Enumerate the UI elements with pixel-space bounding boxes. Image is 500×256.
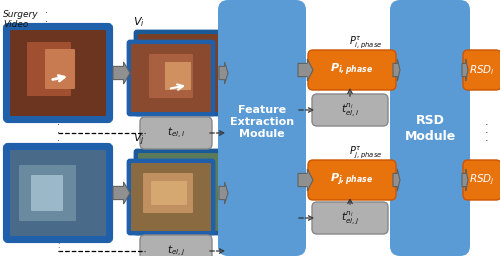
Text: $t^{n_i}_{el,i}$: $t^{n_i}_{el,i}$ <box>341 101 359 119</box>
Text: ·: · <box>56 240 59 250</box>
FancyBboxPatch shape <box>218 0 306 256</box>
FancyBboxPatch shape <box>31 175 63 211</box>
Text: Module: Module <box>239 129 285 139</box>
FancyBboxPatch shape <box>143 173 193 213</box>
Text: $t_{el,j}$: $t_{el,j}$ <box>167 244 185 256</box>
Text: ·: · <box>485 136 489 146</box>
Text: ·: · <box>485 128 489 138</box>
Text: Surgery: Surgery <box>3 10 38 19</box>
FancyBboxPatch shape <box>131 44 211 112</box>
Polygon shape <box>113 62 130 84</box>
Text: ·: · <box>56 136 59 146</box>
FancyBboxPatch shape <box>312 202 388 234</box>
Text: $t_{el,i}$: $t_{el,i}$ <box>167 125 185 141</box>
Polygon shape <box>219 182 228 204</box>
FancyBboxPatch shape <box>135 150 221 234</box>
FancyBboxPatch shape <box>27 42 71 96</box>
Text: $RSD_i$: $RSD_i$ <box>469 63 495 77</box>
FancyBboxPatch shape <box>463 50 500 90</box>
Polygon shape <box>298 169 313 191</box>
FancyBboxPatch shape <box>128 160 214 234</box>
Text: ·: · <box>44 8 48 18</box>
Text: ·: · <box>44 17 48 27</box>
Polygon shape <box>393 169 400 191</box>
FancyBboxPatch shape <box>308 160 396 200</box>
Text: ·: · <box>56 244 59 253</box>
Text: Module: Module <box>404 130 456 143</box>
Text: $t^{n_i}_{el,j}$: $t^{n_i}_{el,j}$ <box>341 209 359 227</box>
Text: ·: · <box>56 128 59 138</box>
Polygon shape <box>462 169 468 191</box>
FancyBboxPatch shape <box>308 50 396 90</box>
FancyBboxPatch shape <box>151 181 187 205</box>
Text: Video: Video <box>3 20 29 29</box>
FancyBboxPatch shape <box>140 235 212 256</box>
FancyBboxPatch shape <box>312 94 388 126</box>
FancyBboxPatch shape <box>149 54 193 98</box>
Polygon shape <box>393 59 400 81</box>
Text: RSD: RSD <box>416 113 444 126</box>
Text: $RSD_j$: $RSD_j$ <box>469 173 495 187</box>
Polygon shape <box>113 182 130 204</box>
Polygon shape <box>298 59 313 81</box>
FancyBboxPatch shape <box>165 62 191 90</box>
FancyBboxPatch shape <box>10 30 106 116</box>
FancyBboxPatch shape <box>135 31 221 115</box>
Text: $V_i$: $V_i$ <box>133 15 144 29</box>
Text: ·: · <box>56 120 59 130</box>
FancyBboxPatch shape <box>463 160 500 200</box>
FancyBboxPatch shape <box>138 153 218 231</box>
Text: ·: · <box>56 249 59 256</box>
Text: $\bfit{P}_{j,phase}$: $\bfit{P}_{j,phase}$ <box>330 172 374 188</box>
FancyBboxPatch shape <box>390 0 470 256</box>
Text: $\bfit{P}_{i,phase}$: $\bfit{P}_{i,phase}$ <box>330 62 374 78</box>
FancyBboxPatch shape <box>10 150 106 236</box>
Polygon shape <box>462 59 468 81</box>
FancyBboxPatch shape <box>5 145 111 241</box>
Text: $P^{\tau}_{i,phase}$: $P^{\tau}_{i,phase}$ <box>349 34 383 50</box>
Text: Feature: Feature <box>238 105 286 115</box>
FancyBboxPatch shape <box>131 163 211 231</box>
Polygon shape <box>219 62 228 84</box>
FancyBboxPatch shape <box>5 25 111 121</box>
Text: $V_j$: $V_j$ <box>133 132 145 148</box>
FancyBboxPatch shape <box>138 34 218 112</box>
FancyBboxPatch shape <box>140 117 212 149</box>
FancyBboxPatch shape <box>45 49 75 89</box>
FancyBboxPatch shape <box>128 41 214 115</box>
Text: ·: · <box>485 120 489 130</box>
Text: $P^{\tau}_{j,phase}$: $P^{\tau}_{j,phase}$ <box>349 144 383 160</box>
Text: Extraction: Extraction <box>230 117 294 127</box>
FancyBboxPatch shape <box>19 165 76 221</box>
